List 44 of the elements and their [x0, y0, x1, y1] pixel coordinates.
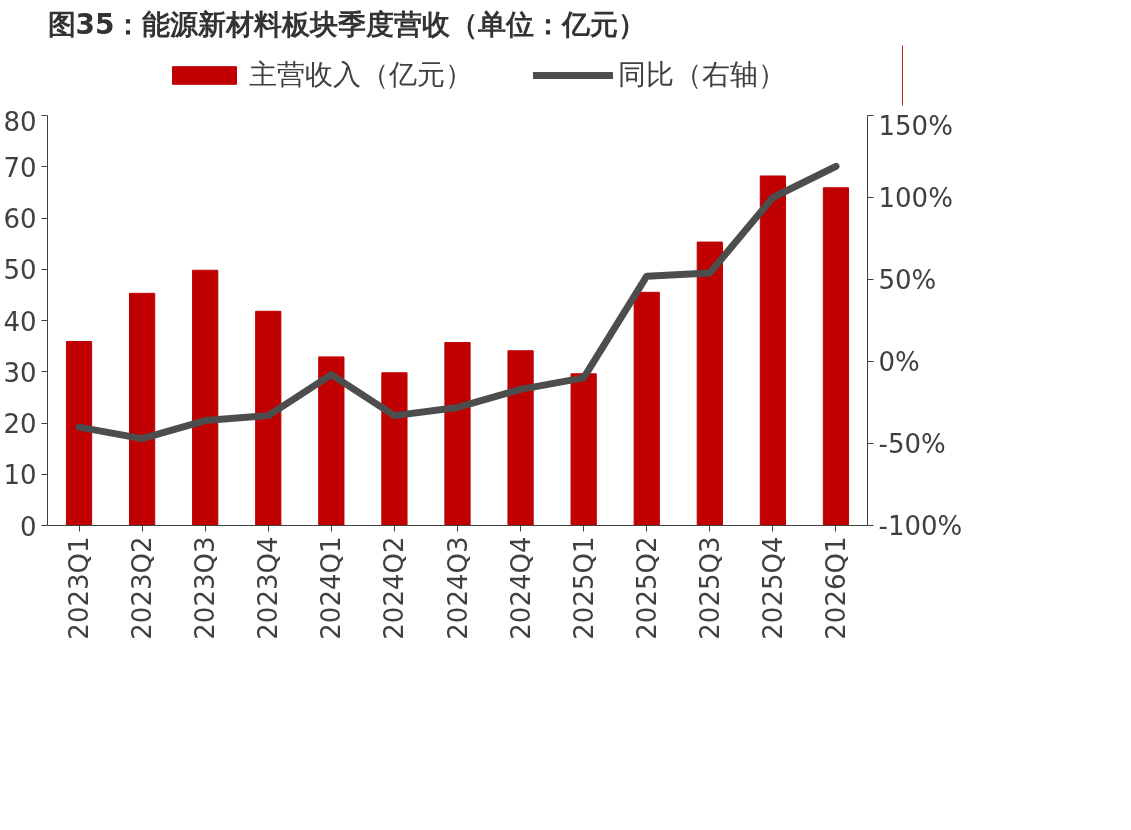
y2-tick-label: 50%: [878, 264, 937, 295]
y2-tick-label: 100%: [878, 182, 953, 213]
bar: [822, 187, 850, 526]
y2-tick-label: 0%: [878, 346, 920, 377]
y-tick-label: 30: [3, 357, 37, 388]
y2-tick-label: -50%: [878, 428, 946, 459]
y-tick-label: 10: [3, 460, 37, 491]
x-tick-label: 2023Q2: [127, 536, 158, 640]
x-tick-label: 2024Q4: [505, 536, 536, 640]
y-tick-label: 40: [3, 306, 37, 337]
y-tick-label: 20: [3, 409, 37, 439]
bar: [381, 372, 408, 526]
x-tick-label: 2024Q1: [316, 536, 347, 640]
y-tick-label: 50: [3, 255, 37, 286]
y-tick-label: 0: [19, 511, 37, 542]
x-tick-label: 2025Q3: [694, 536, 725, 640]
bar: [129, 292, 156, 526]
x-tick-label: 2025Q4: [757, 536, 788, 640]
y-tick-label: 60: [3, 204, 37, 234]
x-tick-label: 2025Q1: [568, 536, 599, 640]
x-tick-label: 2023Q1: [64, 536, 95, 640]
bar: [633, 291, 660, 526]
y-tick-label: 80: [3, 106, 37, 137]
y2-tick-label: -100%: [878, 510, 963, 541]
chart-title: 图35：能源新材料板块季度营收（单位：亿元）: [47, 7, 647, 41]
x-tick-label: 2025Q2: [631, 536, 662, 640]
bar: [192, 269, 219, 526]
x-tick-label: 2024Q2: [379, 536, 410, 640]
bar: [696, 241, 723, 526]
y2-tick-label: 150%: [878, 110, 953, 141]
bar: [570, 373, 597, 526]
bar: [759, 175, 786, 526]
legend-label: 主营收入（亿元）: [248, 57, 473, 93]
legend-label: 同比（右轴）: [617, 57, 786, 93]
y-tick-label: 70: [3, 152, 37, 183]
x-tick-label: 2023Q3: [190, 536, 221, 640]
x-tick-label: 2024Q3: [442, 536, 473, 640]
x-tick-label: 2023Q4: [253, 536, 284, 640]
bar: [65, 341, 93, 526]
bar: [318, 356, 345, 526]
bar: [255, 310, 282, 526]
bar: [444, 342, 471, 526]
bar: [507, 350, 534, 526]
x-tick-label: 2026Q1: [820, 536, 851, 640]
